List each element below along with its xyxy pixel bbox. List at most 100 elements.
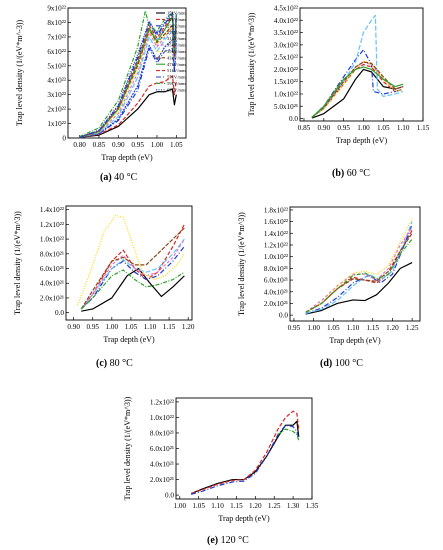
legend-label: 63kV/mm	[167, 87, 186, 92]
panel-e: 1.00 1.05 1.10 1.15 1.20 1.25 1.30 1.35 0.0 2.0x1…	[123, 396, 319, 546]
series-line-2	[311, 63, 404, 118]
caption-text: 60 °C	[344, 168, 370, 179]
legend-label: 15kV/mm	[167, 11, 186, 16]
series-line-3	[190, 424, 300, 495]
panel-c: 0.90 0.95 1.00 1.05 1.10 1.15 1.20 0.0 2.0x10²¹ 4…	[13, 205, 195, 369]
x-tick-label: 1.20	[182, 323, 195, 331]
x-tick-label: 0.85	[93, 141, 106, 149]
y-tick-label: 1x10²²	[47, 120, 66, 128]
x-tick-label: 1.35	[306, 502, 319, 510]
series-line-7	[80, 227, 185, 310]
y-tick-label: 8.0x10²¹	[150, 429, 174, 437]
y-tick-label: 2.5x10²²	[274, 54, 298, 62]
legend-label: 59kV/mm	[167, 81, 186, 86]
y-tick-label: 1.2x10²²	[264, 242, 288, 250]
series-line-55kv-mm	[79, 13, 177, 138]
series-line-47kv-mm	[79, 16, 177, 138]
y-tick-label: 0.0	[289, 115, 298, 123]
series-line-5	[311, 61, 404, 118]
y-tick-label: 1.2x10²²	[40, 221, 64, 229]
x-axis-title: Trap depth (eV)	[103, 335, 155, 344]
caption-letter: (c)	[96, 358, 107, 369]
y-tick-label: 5.0x10²¹	[274, 103, 298, 111]
y-tick-label: 3.0x10²²	[274, 41, 298, 49]
legend-label: 39kV/mm	[167, 49, 186, 54]
x-tick-label: 1.20	[386, 324, 399, 332]
legend-label: 43kV/mm	[167, 55, 186, 60]
series-line-4	[277, 428, 300, 441]
x-tick-label: 1.25	[406, 324, 419, 332]
series-line-43kv-mm	[79, 24, 177, 138]
y-tick-label: 8.0x10²¹	[264, 265, 288, 273]
caption-text: 120 °C	[218, 535, 249, 546]
y-tick-label: 3.5x10²²	[274, 29, 298, 37]
x-tick-label: 0.85	[298, 124, 311, 132]
series-line-6	[305, 218, 413, 313]
caption-text: 80 °C	[107, 358, 133, 369]
y-tick-label: 6x10²²	[47, 48, 66, 56]
series-group	[305, 218, 413, 315]
x-tick-label: 0.90	[67, 323, 80, 331]
x-tick-label: 1.10	[211, 502, 224, 510]
series-line-2	[80, 224, 185, 310]
y-axis-title: Trap level density (1/(eV*m^3))	[237, 212, 246, 316]
y-tick-label: 9x10²²	[47, 5, 66, 13]
y-tick-label: 0.0	[165, 492, 174, 500]
y-tick-label: 1.8x10²²	[264, 206, 288, 214]
x-tick-label: 1.05	[192, 502, 205, 510]
y-tick-label: 2.0x10²²	[274, 66, 298, 74]
panel-caption: (a) 40 °C	[100, 172, 138, 183]
plot-frame	[65, 205, 193, 321]
legend-label: 35kV/mm	[167, 43, 186, 48]
series-line-3	[80, 246, 185, 310]
panel-caption: (c) 80 °C	[96, 358, 133, 369]
panel-caption: (d) 100 °C	[320, 358, 363, 369]
x-tick-label: 1.25	[268, 502, 281, 510]
series-line-8	[80, 269, 185, 310]
y-tick-label: 2.0x10²¹	[150, 476, 174, 484]
x-tick-label: 1.05	[377, 124, 390, 132]
y-tick-label: 7x10²²	[47, 33, 66, 41]
series-line-1	[190, 420, 300, 495]
panel-caption: (b) 60 °C	[332, 168, 370, 179]
y-tick-label: 6.0x10²¹	[150, 445, 174, 453]
series-line-8	[311, 66, 404, 118]
x-tick-label: 1.00	[357, 124, 370, 132]
y-tick-label: 2.0x10²¹	[264, 300, 288, 308]
x-tick-label: 0.95	[131, 141, 144, 149]
x-tick-label: 0.95	[337, 124, 350, 132]
caption-letter: (d)	[320, 358, 332, 369]
x-tick-label: 1.05	[125, 323, 138, 331]
x-tick-label: 1.00	[173, 502, 186, 510]
caption-letter: (e)	[207, 535, 218, 546]
x-axis-title: Trap depth (eV)	[336, 136, 388, 145]
legend-label: 27kV/mm	[167, 30, 186, 35]
series-line-31kv-mm	[79, 30, 177, 138]
y-tick-label: 1.0x10²²	[264, 253, 288, 261]
series-group	[79, 10, 177, 138]
x-tick-label: 1.15	[417, 124, 430, 132]
x-tick-label: 1.00	[307, 324, 320, 332]
y-tick-label: 4.0x10²¹	[264, 288, 288, 296]
series-line-4	[80, 238, 185, 310]
x-axis-title: Trap depth (eV)	[329, 336, 381, 345]
y-tick-label: 4.0x10²¹	[40, 280, 64, 288]
legend-label: 20kV/mm	[167, 17, 186, 22]
caption-letter: (a)	[100, 172, 112, 183]
y-tick-label: 1.5x10²²	[274, 78, 298, 86]
panel-a: 0.80 0.85 0.90 0.95 1.00 1.05 0 1x10²² 2x10²² 3x1…	[15, 5, 187, 183]
y-tick-label: 6.0x10²¹	[264, 277, 288, 285]
series-line-20kv-mm	[79, 75, 177, 138]
y-tick-label: 2.0x10²¹	[40, 294, 64, 302]
series-line-5	[305, 227, 413, 313]
series-group	[190, 410, 300, 495]
panel-d: 0.95 1.00 1.05 1.10 1.15 1.20 1.25 0.0 2.0x10²¹ 4…	[237, 206, 421, 369]
y-tick-label: 2x10²²	[47, 106, 66, 114]
x-tick-label: 1.00	[151, 141, 164, 149]
y-tick-label: 8x10²²	[47, 19, 66, 27]
series-line-2	[190, 410, 300, 495]
x-tick-label: 1.05	[170, 141, 183, 149]
x-tick-label: 0.95	[288, 324, 301, 332]
y-tick-label: 1.2x10²²	[150, 398, 174, 406]
